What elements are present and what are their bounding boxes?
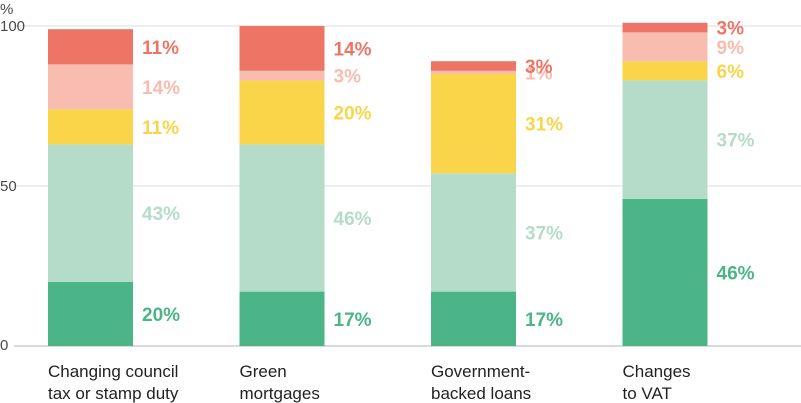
data-label-1-segment-2: 43%	[142, 204, 180, 225]
data-label-1-segment-5: 11%	[142, 38, 179, 59]
y-axis-unit-label: %	[0, 1, 13, 18]
data-label-4-segment-5: 3%	[717, 19, 745, 40]
bar-segment-2-segment-2	[239, 144, 325, 292]
data-label-3-segment-4: 1%	[525, 63, 553, 84]
y-tick-label-100: 100	[0, 18, 25, 35]
data-label-4-segment-3: 6%	[717, 62, 745, 83]
bar-segment-2-segment-3	[239, 80, 325, 145]
data-label-1-segment-1: 20%	[142, 305, 180, 326]
bar-segment-4-segment-5	[622, 22, 708, 33]
bar-segment-2-segment-1	[239, 291, 325, 346]
category-label-line: Changing council	[48, 362, 178, 381]
bar-segment-3-segment-1	[431, 291, 516, 346]
data-label-1-segment-3: 11%	[142, 118, 179, 139]
bar-segment-2-segment-4	[239, 70, 325, 81]
y-tick-label-0: 0	[0, 337, 8, 354]
bar-segment-4-segment-3	[622, 61, 708, 81]
bar-segment-1-segment-2	[48, 144, 133, 282]
data-label-4-segment-4: 9%	[717, 38, 745, 59]
data-label-2-segment-1: 17%	[334, 310, 372, 331]
data-label-2-segment-2: 46%	[334, 209, 372, 230]
data-label-2-segment-3: 20%	[334, 103, 372, 124]
data-label-3-segment-1: 17%	[525, 310, 563, 331]
bar-segment-1-segment-1	[48, 282, 133, 346]
bar-segment-1-segment-4	[48, 64, 133, 110]
category-label-line: Government-	[431, 362, 530, 381]
data-label-2-segment-5: 14%	[334, 39, 372, 60]
category-label-3: Government-backed loans	[431, 362, 531, 403]
bar-segment-3-segment-3	[431, 74, 516, 174]
data-label-4-segment-1: 46%	[717, 263, 755, 284]
bar-segment-3-segment-2	[431, 173, 516, 292]
category-label-2: Green mortgages	[240, 362, 320, 403]
data-label-3-segment-3: 31%	[525, 115, 563, 136]
bar-segment-4-segment-2	[622, 80, 708, 199]
category-label-line: Changes	[623, 362, 691, 381]
category-label-line: mortgages	[240, 384, 320, 403]
bar-segment-1-segment-3	[48, 109, 133, 145]
category-label-line: tax or stamp duty	[48, 384, 179, 403]
category-label-1: Changing council tax or stamp duty	[48, 362, 179, 403]
data-label-4-segment-2: 37%	[717, 131, 755, 152]
category-label-line: to VAT	[623, 384, 672, 403]
data-label-3-segment-5: 3%	[525, 57, 553, 78]
bar-segment-2-segment-5	[239, 26, 325, 71]
category-label-line: backed loans	[431, 384, 531, 403]
bar-segment-4-segment-1	[622, 198, 708, 346]
bar-segment-1-segment-5	[48, 29, 133, 65]
bar-segment-4-segment-4	[622, 32, 708, 62]
data-label-2-segment-4: 3%	[334, 67, 362, 88]
category-label-line: Green	[240, 362, 287, 381]
data-label-1-segment-4: 14%	[142, 78, 180, 99]
bar-segment-3-segment-4	[431, 70, 516, 74]
data-label-3-segment-2: 37%	[525, 223, 563, 244]
bar-segment-3-segment-5	[431, 61, 516, 71]
y-tick-label-50: 50	[0, 178, 17, 195]
category-label-4: Changes to VAT	[623, 362, 691, 403]
